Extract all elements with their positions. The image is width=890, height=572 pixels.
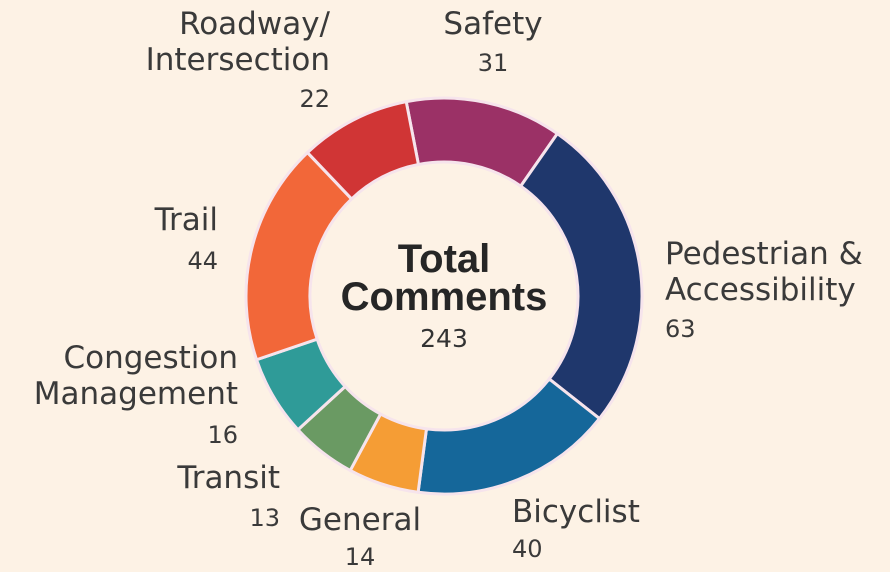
value-label: 16 (207, 421, 238, 449)
category-label: Bicyclist (512, 494, 640, 530)
category-label: Transit (177, 460, 280, 496)
value-label: 44 (187, 247, 218, 275)
value-label: 31 (477, 49, 509, 77)
donut-segment (305, 99, 421, 202)
value-label: 63 (665, 315, 696, 343)
donut-segment (518, 131, 644, 421)
donut-segment (416, 376, 602, 496)
category-label: Roadway/ Intersection (145, 6, 330, 78)
category-label: Congestion Management (33, 340, 238, 412)
category-label: Safety (443, 6, 543, 42)
category-label: General (298, 502, 422, 538)
category-label: Trail (154, 202, 218, 238)
value-label: 13 (249, 504, 280, 532)
value-label: 40 (512, 535, 543, 563)
center-title: Total Comments (340, 237, 548, 319)
center-total: 243 (420, 324, 468, 353)
value-label: 22 (299, 85, 330, 113)
category-label: Pedestrian & Accessibility (665, 236, 863, 308)
value-label: 14 (344, 543, 376, 571)
